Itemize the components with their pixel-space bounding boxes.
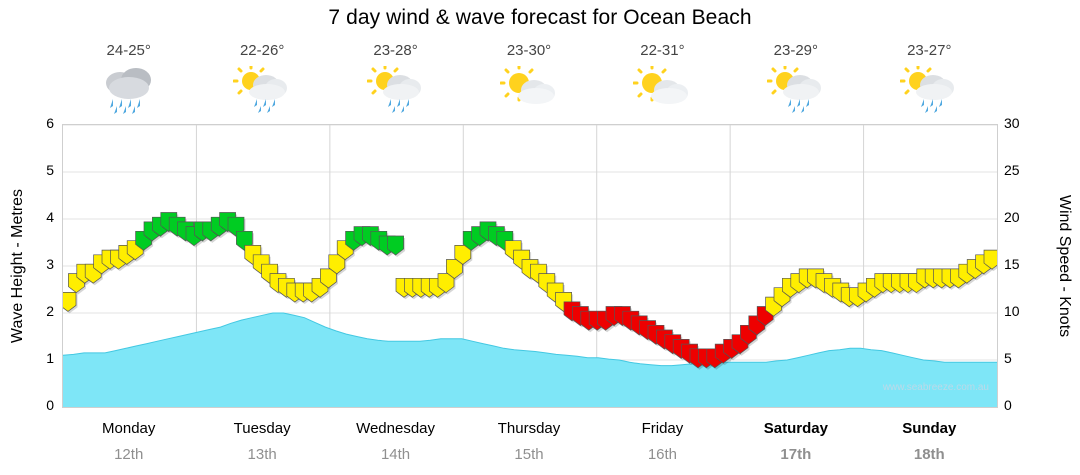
wave-height-area xyxy=(63,313,997,407)
day-temperature-range: 23-29° xyxy=(773,42,819,59)
x-axis-date-label: 13th xyxy=(247,446,277,463)
x-axis-day-label: Monday xyxy=(102,420,156,437)
day-temperature-range: 23-30° xyxy=(506,42,552,59)
wind-arrow-series xyxy=(63,212,997,370)
y-tick-left: 2 xyxy=(46,303,54,319)
day-temperature-range: 23-28° xyxy=(373,42,418,59)
y-tick-left: 0 xyxy=(46,397,54,413)
weather-icon-rain-cloud xyxy=(69,66,189,119)
x-axis-date-label: 14th xyxy=(380,446,411,463)
y-tick-left: 3 xyxy=(46,256,54,272)
y-tick-right: 20 xyxy=(1004,209,1020,225)
x-axis-day-label: Friday xyxy=(641,420,684,437)
weather-icon-sun-cloud-rain xyxy=(336,64,456,119)
x-axis-day-label: Saturday xyxy=(763,420,828,437)
y-tick-right: 5 xyxy=(1004,350,1012,366)
y-axis-label-right: Wind Speed - Knots xyxy=(1052,124,1076,408)
y-tick-right: 25 xyxy=(1004,162,1020,178)
x-axis-date-label: 12th xyxy=(114,446,144,463)
x-axis-date-label: 16th xyxy=(647,446,678,463)
day-temperature-range: 24-25° xyxy=(106,42,151,59)
weather-icon-sun-cloud-rain xyxy=(202,64,322,119)
watermark: www.seabreeze.com.au xyxy=(882,382,989,393)
y-tick-left: 1 xyxy=(46,350,54,366)
y-tick-left: 5 xyxy=(46,162,54,178)
x-axis-date-label: 15th xyxy=(514,446,544,463)
x-axis-day-label: Sunday xyxy=(902,420,957,437)
x-axis-date-label: 18th xyxy=(913,446,945,463)
plot-area: www.seabreeze.com.au xyxy=(62,124,998,408)
y-tick-right: 30 xyxy=(1004,115,1020,131)
y-tick-right: 10 xyxy=(1004,303,1020,319)
y-tick-left: 6 xyxy=(46,115,54,131)
y-tick-right: 15 xyxy=(1004,256,1020,272)
weather-icon-sun-cloud xyxy=(469,64,589,119)
day-temperature-range: 22-26° xyxy=(239,42,285,59)
x-axis-day-label: Wednesday xyxy=(356,420,436,437)
day-temperature-range: 23-27° xyxy=(907,42,952,59)
chart-canvas xyxy=(63,125,997,407)
y-axis-label-right-text: Wind Speed - Knots xyxy=(1056,194,1074,338)
y-tick-right: 0 xyxy=(1004,397,1012,413)
page-title: 7 day wind & wave forecast for Ocean Bea… xyxy=(328,6,752,29)
x-axis-day-label: Thursday xyxy=(497,420,561,437)
x-axis-date-label: 17th xyxy=(780,446,812,463)
y-tick-left: 4 xyxy=(46,209,54,225)
weather-icon-sun-cloud-rain xyxy=(869,64,989,119)
day-temperature-range: 22-31° xyxy=(640,42,685,59)
x-axis-day-label: Tuesday xyxy=(233,420,291,437)
weather-icon-sun-cloud xyxy=(602,64,722,119)
weather-icon-sun-cloud-rain xyxy=(736,64,856,119)
